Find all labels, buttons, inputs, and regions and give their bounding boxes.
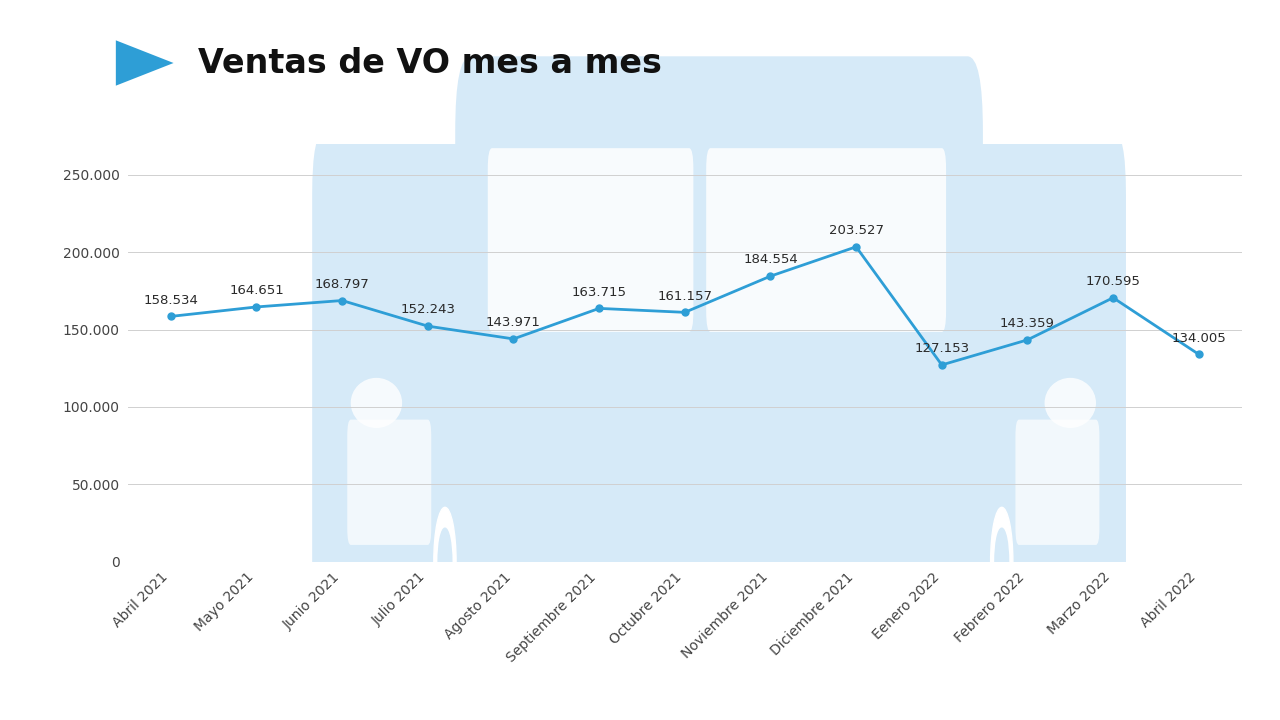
Ellipse shape: [351, 378, 402, 428]
Text: 161.157: 161.157: [658, 289, 712, 302]
Polygon shape: [116, 40, 174, 86]
Text: 164.651: 164.651: [229, 284, 284, 297]
FancyBboxPatch shape: [707, 148, 946, 332]
Circle shape: [438, 528, 452, 595]
Text: 143.359: 143.359: [1000, 317, 1055, 330]
FancyBboxPatch shape: [1015, 420, 1100, 545]
FancyBboxPatch shape: [488, 148, 694, 332]
FancyBboxPatch shape: [456, 56, 983, 407]
Text: 184.554: 184.554: [744, 253, 797, 266]
Text: 127.153: 127.153: [914, 342, 969, 355]
Circle shape: [991, 508, 1012, 616]
Text: 143.971: 143.971: [486, 316, 541, 329]
Text: 152.243: 152.243: [401, 303, 456, 316]
Text: 170.595: 170.595: [1085, 275, 1140, 288]
FancyBboxPatch shape: [347, 420, 431, 545]
Text: Ventas de VO mes a mes: Ventas de VO mes a mes: [198, 47, 662, 80]
Text: 203.527: 203.527: [828, 224, 883, 237]
Text: 163.715: 163.715: [572, 286, 627, 299]
Circle shape: [434, 508, 456, 616]
Circle shape: [995, 528, 1009, 595]
Ellipse shape: [1044, 378, 1096, 428]
FancyBboxPatch shape: [312, 132, 1126, 624]
Text: 134.005: 134.005: [1171, 332, 1226, 345]
Text: 168.797: 168.797: [315, 278, 370, 291]
Text: 158.534: 158.534: [143, 294, 198, 307]
